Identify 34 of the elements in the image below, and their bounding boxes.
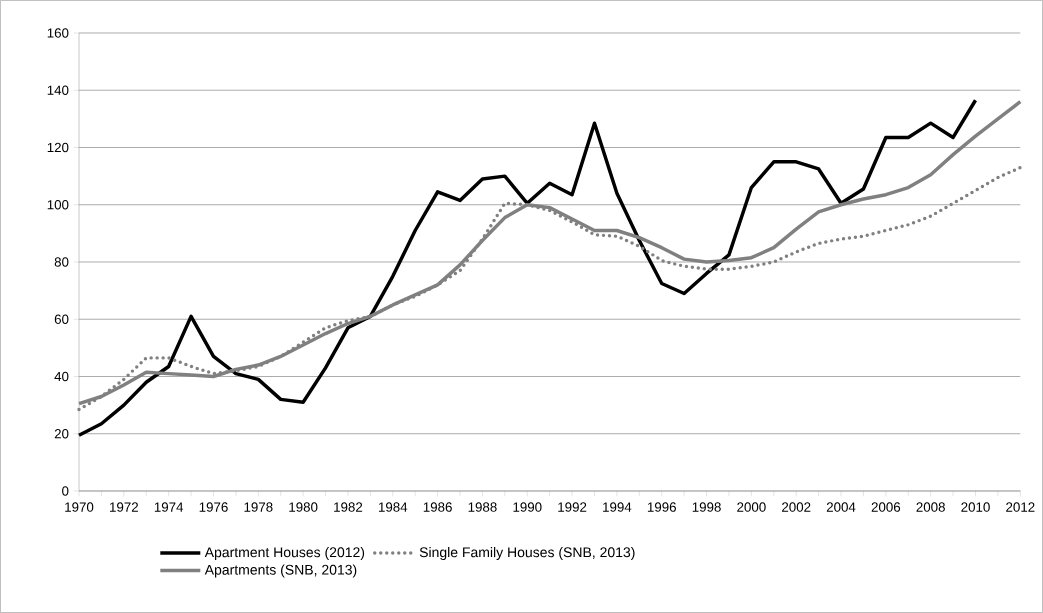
y-tick-label: 160 (47, 28, 69, 38)
x-tick-label: 1990 (513, 502, 542, 512)
y-tick-label: 140 (47, 85, 69, 95)
legend-label: Apartment Houses (2012) (204, 546, 365, 561)
x-tick-label: 2006 (871, 502, 901, 512)
x-tick-label: 2010 (961, 502, 990, 512)
x-tick-label: 2000 (737, 502, 766, 512)
x-tick-label: 1984 (378, 502, 408, 512)
x-tick-label: 1992 (558, 502, 587, 512)
x-tick-label: 1982 (334, 502, 363, 512)
y-tick-label: 0 (62, 486, 69, 496)
x-tick-label: 1986 (423, 502, 452, 512)
y-tick-label: 40 (54, 371, 69, 382)
x-tick-label: 1994 (603, 502, 632, 512)
x-tick-label: 1976 (199, 502, 228, 512)
legend-label: Apartments (SNB, 2013) (204, 564, 357, 578)
x-tick-label: 2004 (826, 502, 856, 512)
x-tick-label: 1970 (65, 502, 94, 512)
x-tick-label: 2002 (782, 502, 811, 512)
x-tick-label: 1980 (289, 502, 318, 512)
x-tick-label: 1998 (692, 502, 721, 512)
x-tick-label: 2012 (1006, 502, 1035, 512)
x-tick-label: 1988 (468, 502, 497, 512)
y-tick-label: 120 (47, 142, 69, 153)
y-tick-label: 20 (54, 429, 69, 439)
x-tick-label: 1996 (647, 502, 676, 512)
x-tick-label: 1974 (154, 502, 184, 512)
x-tick-label: 1972 (110, 502, 138, 512)
y-tick-label: 60 (54, 314, 69, 324)
y-tick-label: 100 (47, 200, 69, 210)
x-tick-label: 1978 (244, 502, 273, 512)
x-tick-label: 2008 (916, 502, 945, 512)
y-tick-label: 80 (54, 257, 69, 267)
legend-label: Single Family Houses (SNB, 2013) (419, 546, 635, 561)
